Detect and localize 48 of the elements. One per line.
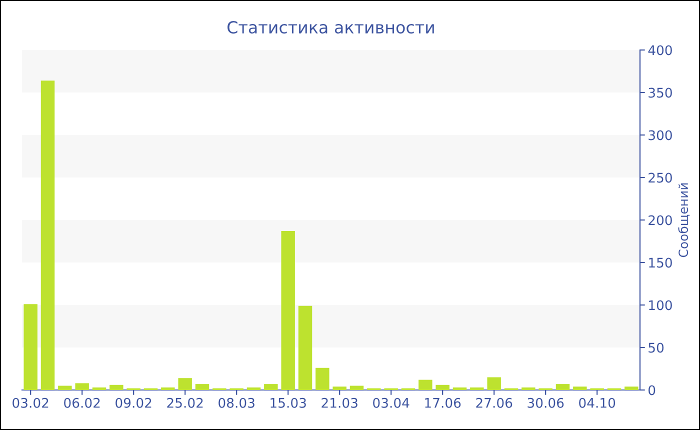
bar	[92, 387, 106, 390]
chart-title: Статистика активности	[228, 20, 434, 34]
bar	[264, 384, 278, 390]
x-tick-label: 30.06	[528, 398, 564, 408]
bar	[298, 306, 312, 390]
x-tick-label: 21.03	[322, 398, 358, 408]
x-tick-label: 06.02	[64, 398, 100, 408]
x-tick-label: 08.03	[218, 398, 254, 408]
y-tick-label: 100	[649, 300, 672, 310]
y-tick-label: 300	[648, 130, 672, 140]
x-tick-label: 04.10	[579, 398, 616, 408]
x-tick-label: 15.03	[270, 398, 306, 408]
y-tick-label: 200	[648, 215, 672, 226]
bar	[40, 80, 55, 390]
bar	[470, 387, 484, 390]
x-tick-label: 25.02	[167, 398, 203, 408]
bar	[195, 384, 210, 390]
x-tick-label: 03.04	[373, 398, 410, 408]
bar	[161, 387, 175, 390]
bar	[246, 387, 261, 390]
bar	[522, 387, 536, 390]
bar	[556, 384, 570, 390]
bar	[24, 304, 38, 390]
bar	[110, 384, 124, 390]
bar	[75, 383, 89, 390]
bar	[436, 384, 450, 390]
bar	[332, 386, 346, 390]
bar	[281, 231, 295, 390]
x-tick-label: 09.02	[116, 398, 152, 408]
y-tick-label: 400	[648, 45, 672, 56]
bar	[452, 387, 467, 390]
x-tick-label: 17.06	[425, 398, 461, 408]
bar	[178, 378, 192, 390]
y-tick-label: 0	[648, 385, 656, 396]
x-tick-label: 03.02	[12, 398, 48, 408]
y-tick-label: 250	[648, 172, 672, 183]
y-axis-title: Сообщений	[678, 183, 690, 258]
bar	[624, 386, 638, 390]
y-tick-label: 150	[649, 258, 672, 268]
bar	[487, 377, 501, 390]
bar	[350, 386, 364, 390]
bar	[316, 368, 330, 390]
y-tick-label: 50	[648, 342, 664, 353]
x-tick-label: 27.06	[476, 398, 512, 408]
y-tick-label: 350	[648, 88, 672, 98]
bar	[58, 386, 72, 390]
bar	[418, 380, 432, 390]
bar	[573, 386, 587, 390]
